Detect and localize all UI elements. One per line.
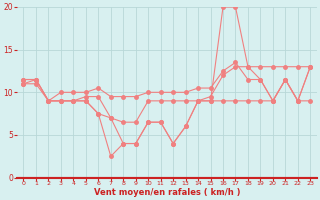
X-axis label: Vent moyen/en rafales ( km/h ): Vent moyen/en rafales ( km/h ) bbox=[94, 188, 240, 197]
